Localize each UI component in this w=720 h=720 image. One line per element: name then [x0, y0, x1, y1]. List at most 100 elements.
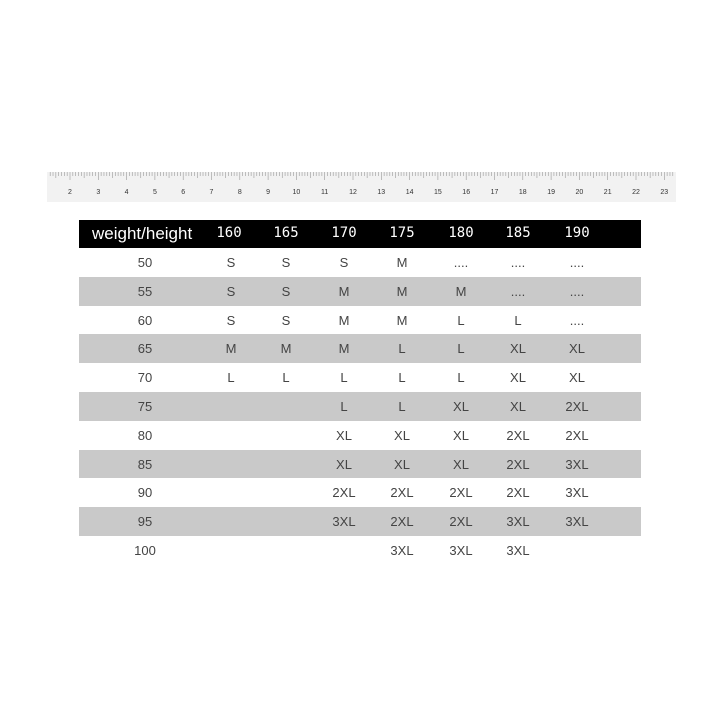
table-row: 95 3XL 2XL 2XL 3XL 3XL: [79, 507, 641, 536]
size-cell: 2XL: [506, 427, 530, 443]
size-cell: M: [225, 341, 237, 357]
ruler-label: 10: [293, 189, 301, 196]
size-cell: L: [340, 398, 348, 414]
weight-cell: 75: [137, 398, 153, 414]
size-cell: 2XL: [506, 456, 530, 472]
ruler-label: 20: [576, 189, 584, 196]
size-cell: L: [340, 370, 348, 386]
table-row: 85 XL XL XL 2XL 3XL: [79, 449, 641, 479]
size-cell: 3XL: [449, 542, 473, 558]
table-row: 70 L L L L L XL XL: [79, 363, 641, 392]
size-cell: XL: [394, 427, 410, 443]
ruler-label: 9: [266, 189, 270, 196]
size-cell: L: [514, 312, 522, 328]
size-cell: M: [396, 312, 408, 328]
height-header: 170: [331, 225, 357, 241]
size-cell: 2XL: [449, 514, 473, 530]
size-cell: L: [457, 370, 465, 386]
size-cell: XL: [510, 398, 526, 414]
size-cell: 2XL: [565, 398, 589, 414]
size-cell: XL: [336, 427, 352, 443]
ruler-label: 8: [238, 189, 242, 196]
size-cell: M: [338, 283, 350, 299]
table-header: weight/height 160 165 170 175 180 185 190: [79, 220, 641, 248]
size-cell: XL: [453, 456, 469, 472]
ruler-label: 18: [519, 189, 527, 196]
size-cell: M: [455, 283, 467, 299]
ruler-label: 15: [434, 189, 442, 196]
size-cell: XL: [510, 341, 526, 357]
weight-cell: 50: [137, 255, 153, 270]
size-cell: L: [227, 370, 235, 386]
size-cell: 3XL: [565, 456, 589, 472]
height-header: 185: [505, 225, 531, 241]
size-cell: 2XL: [565, 427, 589, 443]
size-cell: S: [226, 312, 236, 328]
ruler-label: 2: [68, 189, 72, 196]
size-cell: S: [339, 255, 349, 270]
ruler-label: 13: [377, 189, 385, 196]
weight-cell: 80: [137, 427, 153, 443]
size-cell: 2XL: [332, 485, 356, 501]
size-cell: 3XL: [332, 514, 356, 530]
size-cell: S: [281, 283, 291, 299]
size-cell: L: [457, 312, 465, 328]
size-cell: XL: [453, 427, 469, 443]
size-cell: 3XL: [506, 514, 530, 530]
size-cell: XL: [510, 370, 526, 386]
ruler-label: 4: [125, 189, 129, 196]
ruler-label: 12: [349, 189, 357, 196]
ruler-label: 7: [210, 189, 214, 196]
ruler: 2 3 4 5 6 7 8 9 10 11 12 13 14 15 16 17 18 19 20 21 22 23: [47, 172, 676, 202]
size-cell: M: [396, 255, 408, 270]
size-cell: XL: [453, 398, 469, 414]
height-header: 165: [273, 225, 299, 241]
weight-cell: 95: [137, 514, 153, 530]
ruler-label: 23: [660, 189, 668, 196]
size-cell: L: [398, 370, 406, 386]
size-cell: S: [226, 283, 236, 299]
size-cell: L: [457, 341, 465, 357]
ruler-label: 21: [604, 189, 612, 196]
ruler-label: 6: [181, 189, 185, 196]
size-cell: ....: [569, 255, 585, 270]
height-header: 160: [216, 225, 242, 241]
size-cell: M: [396, 283, 408, 299]
ruler-label: 17: [491, 189, 499, 196]
size-cell: M: [280, 341, 292, 357]
ruler-label: 14: [406, 189, 414, 196]
height-header: 180: [448, 225, 474, 241]
ruler-label: 3: [96, 189, 100, 196]
table-row: 90 2XL 2XL 2XL 2XL 3XL: [79, 478, 641, 507]
size-cell: M: [338, 341, 350, 357]
size-cell: L: [282, 370, 290, 386]
size-cell: 3XL: [565, 514, 589, 530]
table-row: 75 L L XL XL 2XL: [79, 391, 641, 421]
ruler-label: 19: [547, 189, 555, 196]
size-cell: 3XL: [390, 542, 414, 558]
size-cell: XL: [336, 456, 352, 472]
weight-cell: 70: [137, 370, 153, 386]
size-cell: XL: [394, 456, 410, 472]
weight-cell: 60: [137, 312, 153, 328]
size-cell: S: [281, 312, 291, 328]
weight-cell: 55: [137, 283, 153, 299]
size-cell: XL: [569, 341, 585, 357]
table-row: 55 S S M M M........: [79, 276, 641, 306]
table-row: 50 S S S M............: [79, 248, 641, 277]
size-cell: S: [226, 255, 236, 270]
table-row: 60 S S M M L L....: [79, 306, 641, 335]
size-cell: S: [281, 255, 291, 270]
size-cell: 3XL: [506, 542, 530, 558]
ruler-label: 16: [462, 189, 470, 196]
height-header: 175: [389, 225, 415, 241]
size-cell: L: [398, 341, 406, 357]
size-cell: M: [338, 312, 350, 328]
weight-cell: 65: [137, 341, 153, 357]
size-cell: 2XL: [390, 485, 414, 501]
size-cell: L: [398, 398, 406, 414]
size-cell: ....: [569, 283, 585, 299]
size-cell: ....: [569, 312, 585, 328]
table-row: 80 XL XL XL 2XL 2XL: [79, 421, 641, 450]
corner-label: weight/height: [92, 224, 193, 243]
